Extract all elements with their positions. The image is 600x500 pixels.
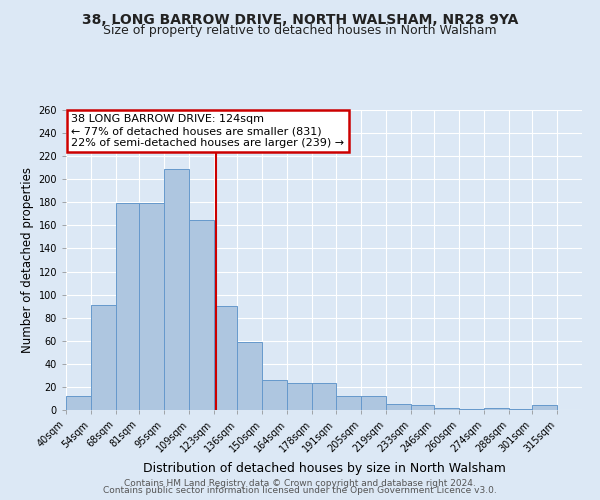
Text: 38 LONG BARROW DRIVE: 124sqm
← 77% of detached houses are smaller (831)
22% of s: 38 LONG BARROW DRIVE: 124sqm ← 77% of de… [71, 114, 344, 148]
Bar [484, 408, 509, 410]
Text: Contains public sector information licensed under the Open Government Licence v3: Contains public sector information licen… [103, 486, 497, 495]
Bar [139, 204, 164, 410]
Bar [313, 384, 335, 410]
Bar [287, 384, 313, 410]
Y-axis label: Number of detached properties: Number of detached properties [21, 167, 34, 353]
Bar [262, 380, 287, 410]
Text: 38, LONG BARROW DRIVE, NORTH WALSHAM, NR28 9YA: 38, LONG BARROW DRIVE, NORTH WALSHAM, NR… [82, 12, 518, 26]
Bar [335, 396, 361, 410]
Bar [509, 409, 532, 410]
Bar [361, 396, 386, 410]
Bar [532, 406, 557, 410]
Bar [214, 306, 238, 410]
Bar [238, 342, 262, 410]
Bar [116, 204, 139, 410]
Bar [410, 406, 434, 410]
Bar [459, 409, 484, 410]
Bar [164, 169, 189, 410]
Bar [66, 396, 91, 410]
X-axis label: Distribution of detached houses by size in North Walsham: Distribution of detached houses by size … [143, 462, 505, 475]
Bar [434, 408, 459, 410]
Bar [91, 305, 116, 410]
Bar [189, 220, 214, 410]
Text: Size of property relative to detached houses in North Walsham: Size of property relative to detached ho… [103, 24, 497, 37]
Bar [386, 404, 410, 410]
Text: Contains HM Land Registry data © Crown copyright and database right 2024.: Contains HM Land Registry data © Crown c… [124, 478, 476, 488]
